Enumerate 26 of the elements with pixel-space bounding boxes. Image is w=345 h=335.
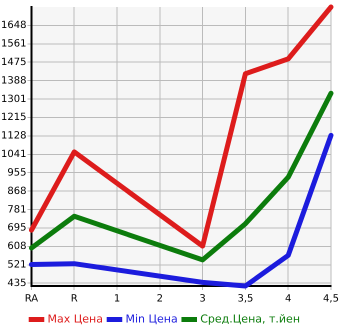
x-tick-label: R (70, 294, 78, 305)
x-tick-label: 2 (156, 294, 164, 305)
y-tick-label: 955 (7, 167, 26, 178)
x-tick-label: 3,5 (237, 294, 254, 305)
y-tick-label: 1388 (0, 75, 26, 86)
legend-label: Сред.Цена, т.йен (200, 312, 300, 326)
y-tick-label: 1301 (0, 94, 26, 105)
y-tick-label: 781 (7, 204, 26, 216)
y-tick-label: 1648 (0, 20, 26, 32)
x-tick-label: RA (24, 294, 38, 305)
x-tick-label: 4 (285, 294, 292, 305)
y-tick-label: 1215 (0, 112, 26, 124)
y-tick-label: 1041 (0, 149, 26, 160)
y-tick-label: 1475 (0, 56, 26, 68)
y-tick-label: 521 (7, 260, 26, 271)
y-tick-label: 868 (7, 186, 26, 197)
y-tick-label: 1561 (0, 38, 26, 50)
legend-label: Max Цена (47, 312, 103, 326)
y-tick-label: 695 (7, 222, 26, 234)
y-tick-label: 608 (7, 241, 26, 252)
x-tick-label: 3 (199, 294, 206, 305)
y-tick-label: 1128 (0, 130, 26, 142)
legend-label: Min Цена (125, 312, 178, 326)
x-tick-label: 4,5 (323, 294, 339, 305)
y-tick-label: 435 (7, 278, 26, 289)
x-tick-label: 1 (114, 294, 120, 305)
